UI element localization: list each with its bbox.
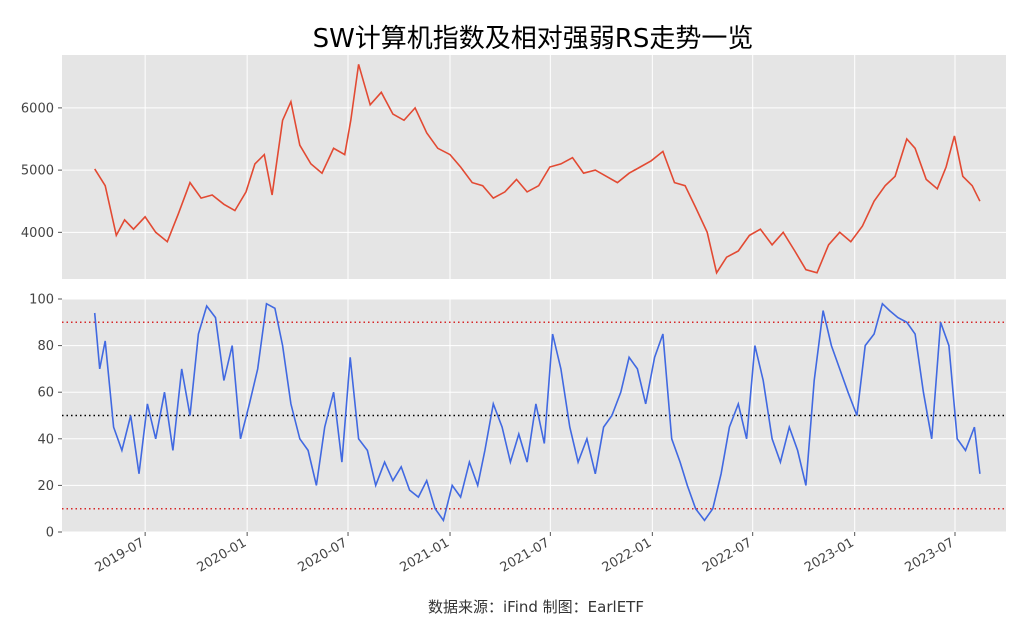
index-plot-area: [62, 55, 1006, 279]
chart-title: SW计算机指数及相对强弱RS走势一览: [313, 24, 754, 54]
y-tick-label: 0: [46, 526, 54, 541]
x-tick-label: 2019-07: [93, 535, 148, 575]
y-tick-label: 40: [37, 432, 54, 447]
x-tick-label: 2021-01: [397, 535, 452, 575]
x-tick-label: 2023-01: [802, 535, 857, 575]
x-tick-label: 2020-07: [295, 535, 350, 575]
rs-panel: 0 20 40 60 80 100: [29, 293, 1006, 541]
x-tick-label: 2021-07: [498, 535, 553, 575]
y-tick-label: 4000: [21, 226, 54, 241]
y-tick-label: 5000: [21, 164, 54, 179]
index-y-ticks: 4000 5000 6000: [21, 101, 62, 241]
rs-series-line: [93, 302, 981, 523]
y-tick-label: 80: [37, 339, 54, 354]
x-tick-label: 2020-01: [195, 535, 250, 575]
y-tick-label: 20: [37, 479, 54, 494]
x-axis-ticks: 2019-07 2020-01 2020-07 2021-01 2021-07 2022-…: [93, 532, 957, 576]
y-tick-label: 6000: [21, 101, 54, 116]
y-tick-label: 60: [37, 386, 54, 401]
rs-y-ticks: 0 20 40 60 80 100: [29, 293, 62, 541]
x-tick-label: 2022-01: [600, 535, 655, 575]
x-tick-label: 2023-07: [902, 535, 957, 575]
index-series-line: [94, 64, 981, 275]
x-tick-label: 2022-07: [700, 535, 755, 575]
index-panel: 4000 5000 6000: [21, 55, 1006, 279]
y-tick-label: 100: [29, 293, 54, 308]
source-note: 数据来源：iFind 制图：EarlETF: [428, 598, 644, 616]
